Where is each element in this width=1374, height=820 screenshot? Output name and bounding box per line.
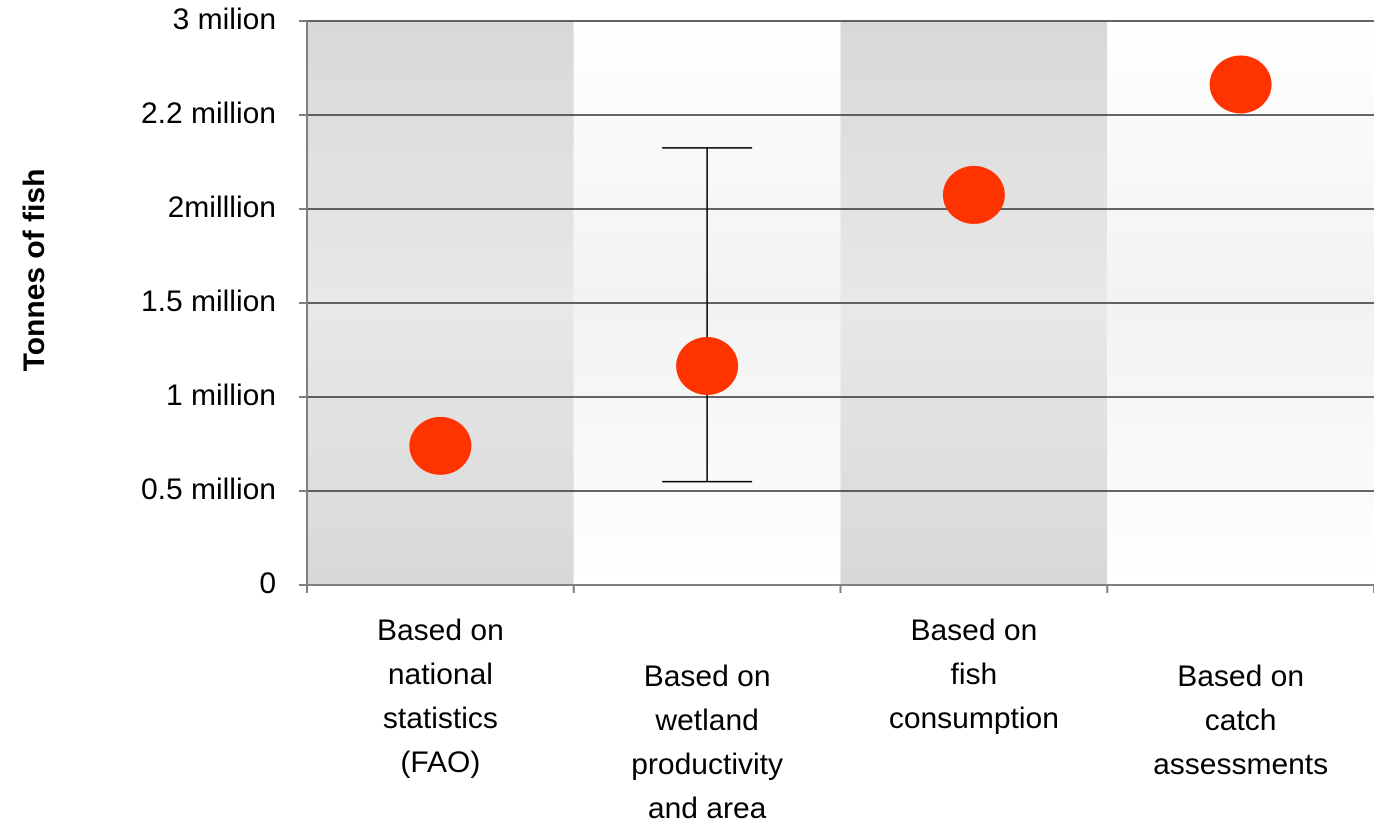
x-tick-label: (FAO) (400, 746, 480, 779)
x-tick-label: consumption (889, 702, 1059, 735)
x-tick-label: statistics (383, 702, 498, 735)
x-tick-label: wetland (654, 704, 758, 737)
y-tick-label: 3 milion (173, 3, 276, 36)
y-tick-label: 1.5 million (141, 285, 276, 318)
y-tick-label: 2.2 million (141, 97, 276, 130)
y-tick-label: 0 (259, 567, 276, 600)
y-tick-label: 2milllion (168, 191, 276, 224)
x-tick-label: Based on (377, 614, 504, 647)
x-tick-label: Based on (644, 660, 771, 693)
point (676, 336, 739, 395)
y-tick-label: 0.5 million (141, 473, 276, 506)
x-tick-label: Based on (1177, 660, 1304, 693)
point (1209, 55, 1272, 114)
x-tick-label: catch (1205, 704, 1277, 737)
point (942, 165, 1005, 224)
x-tick-label: assessments (1153, 748, 1328, 781)
x-tick-label: productivity (631, 748, 783, 781)
x-tick-label: national (388, 658, 493, 691)
x-tick-label: and area (648, 792, 767, 820)
y-tick-label: 1 million (166, 379, 276, 412)
x-tick-label: Based on (910, 614, 1037, 647)
x-tick-label: fish (951, 658, 998, 691)
point (409, 416, 472, 475)
y-axis-label: Tonnes of fish (18, 169, 51, 372)
